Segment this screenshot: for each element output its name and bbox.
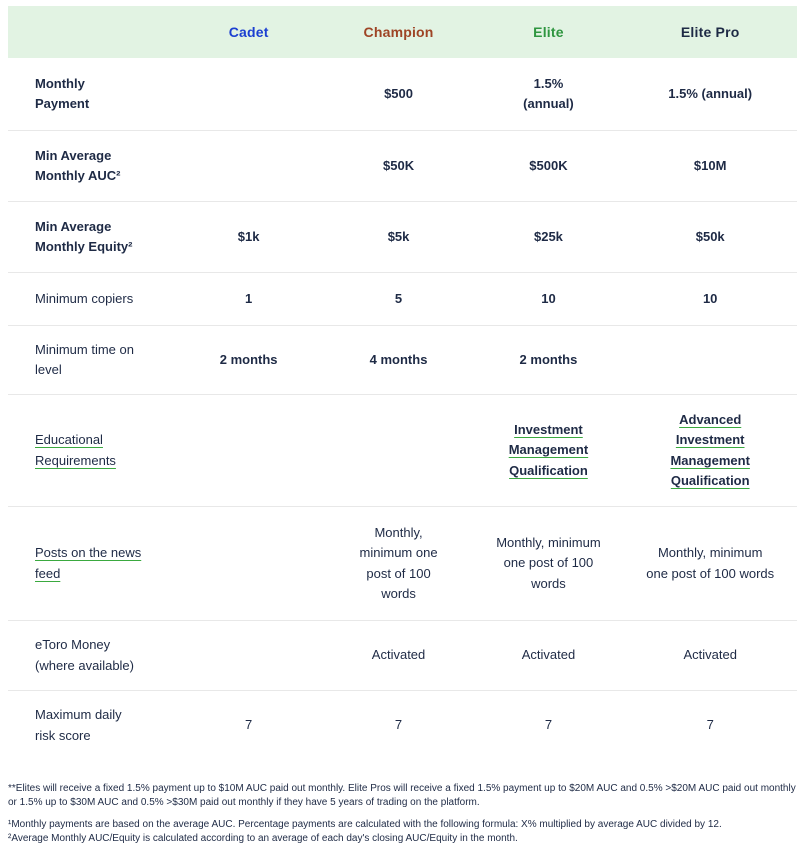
cell-cadet bbox=[174, 445, 324, 457]
cell-elite-pro: Activated bbox=[683, 647, 737, 663]
cell-champion: Monthly, minimum one post of 100 words bbox=[359, 525, 438, 601]
cell-elite: Activated bbox=[521, 647, 576, 663]
cell-cadet bbox=[174, 88, 324, 100]
column-header-cadet: Cadet bbox=[228, 24, 269, 40]
table-header-row: Cadet Champion Elite Elite Pro bbox=[8, 6, 797, 58]
row-posts-on-news-feed: Posts on the news feed Monthly, minimum … bbox=[8, 507, 797, 621]
cell-elite: $500K bbox=[529, 157, 568, 173]
row-label: Min Average Monthly AUC² bbox=[35, 147, 121, 183]
cell-elite-pro: 1.5% (annual) bbox=[668, 85, 753, 101]
cell-cadet bbox=[174, 160, 324, 172]
row-min-average-monthly-auc: Min Average Monthly AUC² $50K $500K $10M bbox=[8, 131, 797, 202]
row-label: Minimum copiers bbox=[35, 290, 134, 306]
cell-elite: 7 bbox=[544, 717, 553, 733]
cell-champion bbox=[324, 445, 474, 457]
cell-elite-pro: Monthly, minimum one post of 100 words bbox=[646, 545, 775, 581]
row-monthly-payment: Monthly Payment $500 1.5% (annual) 1.5% … bbox=[8, 58, 797, 131]
row-etoro-money: eToro Money (where available) Activated … bbox=[8, 621, 797, 691]
cell-cadet bbox=[174, 650, 324, 662]
cell-champion: $50K bbox=[383, 157, 415, 173]
footnote-average-auc-equity: ²Average Monthly AUC/Equity is calculate… bbox=[8, 832, 518, 844]
cell-champion: $500 bbox=[384, 85, 413, 101]
cell-elite-pro: 10 bbox=[702, 290, 718, 306]
footnote-monthly-payments: ¹Monthly payments are based on the avera… bbox=[8, 819, 722, 830]
comparison-table: Cadet Champion Elite Elite Pro Monthly P… bbox=[8, 6, 797, 760]
footnote-elites-payment: **Elites will receive a fixed 1.5% payme… bbox=[8, 783, 796, 808]
row-label: Min Average Monthly Equity² bbox=[35, 218, 133, 254]
cell-elite: 1.5% (annual) bbox=[523, 75, 574, 111]
row-label: Minimum time on level bbox=[35, 341, 134, 377]
row-label: Maximum daily risk score bbox=[35, 707, 122, 743]
cell-champion: $5k bbox=[387, 228, 410, 244]
column-header-elite: Elite bbox=[533, 24, 564, 40]
footnotes: **Elites will receive a fixed 1.5% payme… bbox=[8, 782, 797, 845]
cell-cadet bbox=[174, 558, 324, 570]
row-label: Monthly Payment bbox=[35, 75, 90, 111]
row-minimum-copiers: Minimum copiers 1 5 10 10 bbox=[8, 273, 797, 326]
investment-management-qualification-link[interactable]: Investment Management Qualification bbox=[508, 422, 589, 478]
cell-elite: 10 bbox=[541, 290, 556, 306]
cell-elite-pro bbox=[623, 354, 797, 366]
cell-elite-pro: $50k bbox=[695, 228, 725, 244]
row-minimum-time-on-level: Minimum time on level 2 months 4 months … bbox=[8, 326, 797, 395]
cell-elite: Monthly, minimum one post of 100 words bbox=[496, 535, 601, 591]
cell-elite-pro: 7 bbox=[706, 717, 714, 733]
cell-cadet: $1k bbox=[237, 228, 260, 244]
cell-elite: $25k bbox=[533, 228, 563, 244]
row-maximum-daily-risk-score: Maximum daily risk score 7 7 7 7 bbox=[8, 691, 797, 760]
posts-on-news-feed-link[interactable]: Posts on the news feed bbox=[35, 545, 142, 581]
column-header-elite-pro: Elite Pro bbox=[680, 24, 740, 40]
cell-champion: 5 bbox=[394, 290, 403, 306]
column-header-champion: Champion bbox=[363, 24, 434, 40]
row-educational-requirements: Educational Requirements Investment Mana… bbox=[8, 395, 797, 507]
cell-champion: 7 bbox=[394, 717, 403, 733]
educational-requirements-link[interactable]: Educational Requirements bbox=[35, 432, 116, 468]
row-label: eToro Money (where available) bbox=[35, 637, 134, 673]
cell-elite: 2 months bbox=[519, 351, 578, 367]
advanced-investment-management-qualification-link[interactable]: Advanced Investment Management Qualifica… bbox=[670, 412, 750, 488]
cell-champion: 4 months bbox=[369, 351, 428, 367]
cell-cadet: 7 bbox=[245, 717, 253, 733]
cell-elite-pro: $10M bbox=[693, 157, 727, 173]
cell-cadet: 1 bbox=[245, 290, 253, 306]
cell-champion: Activated bbox=[371, 647, 426, 663]
cell-cadet: 2 months bbox=[219, 351, 278, 367]
row-min-average-monthly-equity: Min Average Monthly Equity² $1k $5k $25k… bbox=[8, 202, 797, 273]
